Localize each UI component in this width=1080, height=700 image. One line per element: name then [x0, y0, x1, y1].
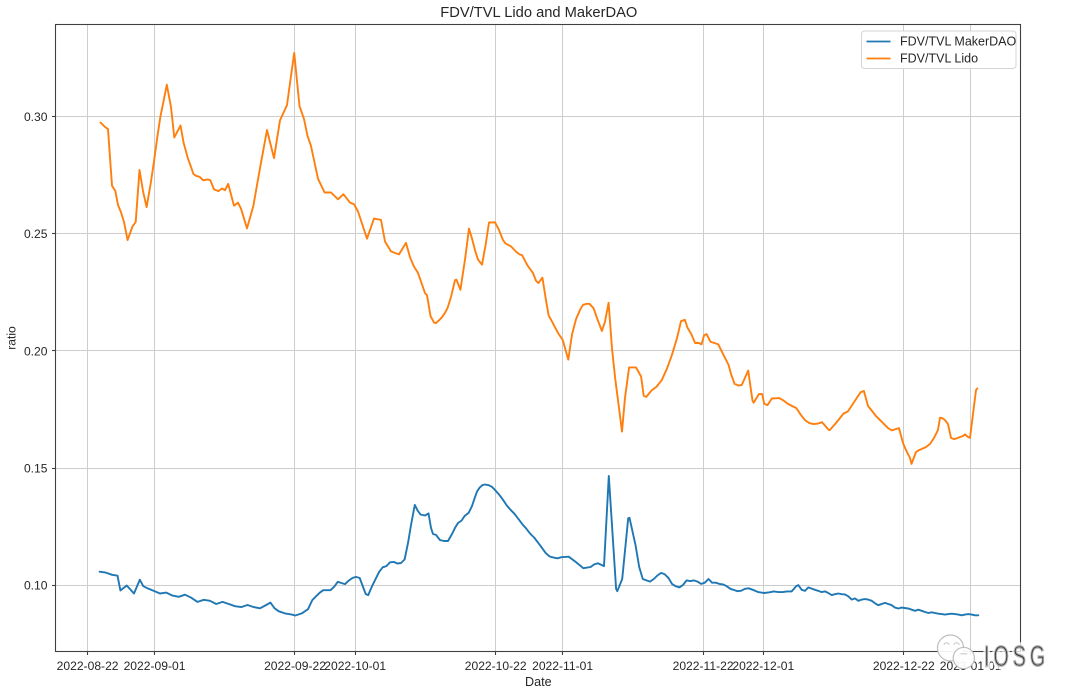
svg-text:0.20: 0.20	[24, 344, 48, 358]
svg-text:IOSG: IOSG	[984, 641, 1049, 673]
svg-text:Date: Date	[525, 675, 552, 689]
svg-text:2022-10-01: 2022-10-01	[324, 659, 386, 673]
svg-text:2022-09-22: 2022-09-22	[264, 659, 326, 673]
svg-text:2022-09-01: 2022-09-01	[124, 659, 186, 673]
svg-text:2022-12-01: 2022-12-01	[732, 659, 794, 673]
svg-text:ratio: ratio	[4, 326, 18, 350]
svg-text:0.25: 0.25	[24, 227, 48, 241]
svg-text:2022-11-01: 2022-11-01	[532, 659, 593, 673]
svg-text:0.30: 0.30	[24, 110, 48, 124]
svg-text:2022-12-22: 2022-12-22	[873, 659, 935, 673]
svg-text:FDV/TVL Lido: FDV/TVL Lido	[900, 52, 978, 66]
svg-text:FDV/TVL MakerDAO: FDV/TVL MakerDAO	[900, 35, 1017, 49]
svg-text:FDV/TVL Lido and MakerDAO: FDV/TVL Lido and MakerDAO	[440, 5, 637, 21]
svg-text:2022-08-22: 2022-08-22	[57, 659, 119, 673]
svg-text:2022-11-22: 2022-11-22	[673, 659, 734, 673]
svg-text:0.10: 0.10	[24, 579, 48, 593]
svg-text:0.15: 0.15	[24, 462, 48, 476]
svg-text:2022-10-22: 2022-10-22	[465, 659, 527, 673]
svg-text:IOSG: IOSG	[984, 641, 1049, 673]
